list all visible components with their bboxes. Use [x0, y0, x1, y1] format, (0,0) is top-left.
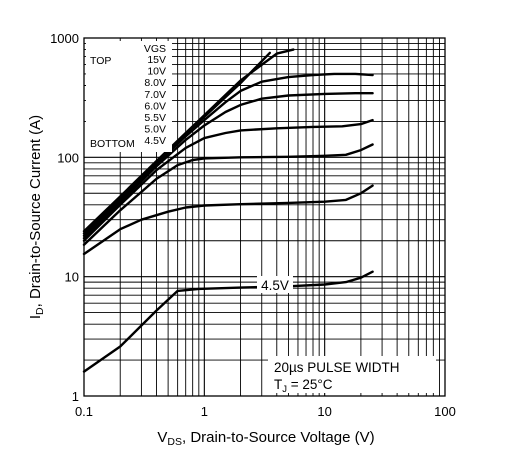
legend-entry: 5.5V — [144, 112, 166, 124]
x-tick-label: 0.1 — [75, 404, 93, 419]
legend: TOP BOTTOM VGS 15V10V8.0V7.0V6.0V5.5V5.0… — [86, 41, 172, 152]
legend-entry: 15V — [147, 54, 166, 66]
curve-vgs-8-0v — [82, 72, 374, 237]
legend-header: VGS — [144, 43, 166, 55]
y-tick-label: 1000 — [50, 31, 79, 46]
plot-frame — [83, 37, 446, 397]
curve-vgs-6-0v — [82, 118, 374, 242]
annotation-background — [268, 356, 436, 393]
legend-entry: 10V — [147, 66, 166, 78]
legend-top-label: TOP — [90, 55, 111, 67]
y-axis-label: ID, Drain-to-Source Current (A) — [27, 115, 46, 319]
curve-vgs-4-5v — [82, 270, 374, 373]
curve-vgs-5-0v — [82, 184, 374, 256]
curve-vgs-10v — [82, 51, 271, 235]
curve-label-4-5v: 4.5V — [261, 278, 289, 293]
y-tick-label: 100 — [57, 150, 79, 165]
legend-bottom-label: BOTTOM — [90, 138, 135, 150]
pulse-width-annotation: 20µs PULSE WIDTH — [274, 360, 400, 375]
x-axis-label: VDS, Drain-to-Source Voltage (V) — [157, 429, 374, 448]
legend-entry: 4.5V — [144, 135, 166, 147]
x-tick-label: 1 — [201, 404, 208, 419]
legend-entry: 5.0V — [144, 124, 166, 136]
curve-vgs-5-5v — [82, 143, 374, 246]
junction-temperature-annotation: TJ = 25°C — [274, 377, 333, 395]
curves — [82, 48, 374, 373]
curve-vgs-7-0v — [82, 92, 374, 240]
legend-entry: 7.0V — [144, 89, 166, 101]
y-tick-label: 10 — [65, 270, 79, 285]
legend-background — [86, 41, 172, 152]
conditions-annotation: 20µs PULSE WIDTH TJ = 25°C — [268, 356, 436, 395]
curve-label-background — [257, 276, 293, 293]
legend-entry: 6.0V — [144, 100, 166, 112]
x-tick-label: 10 — [317, 404, 331, 419]
legend-entry: 8.0V — [144, 77, 166, 89]
x-tick-label: 100 — [434, 404, 456, 419]
y-tick-label: 1 — [72, 389, 79, 404]
